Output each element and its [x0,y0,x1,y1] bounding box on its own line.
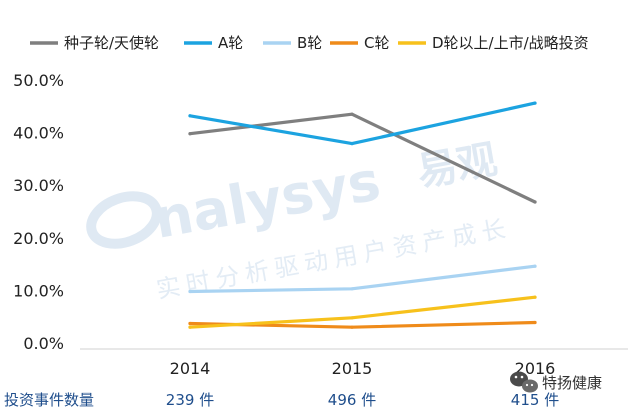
series-lines [188,101,537,329]
badge: 特扬健康 [510,371,602,393]
legend-label: D轮以上/上市/战略投资 [432,34,589,52]
data-point [188,114,192,118]
data-point [350,112,354,116]
legend-label: A轮 [218,34,243,52]
legend-label: B轮 [297,34,322,52]
data-point [533,320,537,325]
x-tick-label: 2015 [332,359,373,378]
counts-row-label: 投资事件数量 [4,391,94,409]
wechat-icon [510,371,538,393]
data-point [533,200,537,204]
data-point [533,295,537,299]
legend-label: 种子轮/天使轮 [64,34,159,52]
data-point [188,325,192,329]
legend-label: C轮 [364,34,389,52]
data-point [350,142,354,146]
data-point [350,325,354,329]
legend: 种子轮/天使轮 A轮 B轮 C轮 D轮以上/上市/战略投资 [30,34,589,52]
y-tick-label: 0.0% [23,334,64,353]
x-axis-ticks: 2014 2015 2016 [170,359,556,378]
data-point [533,264,537,268]
data-point [188,289,192,294]
watermark-logo-icon [86,191,162,249]
data-point [350,316,354,320]
data-point [533,101,537,105]
y-tick-label: 10.0% [13,281,64,300]
count-value: 239 件 [166,391,214,409]
y-tick-label: 40.0% [13,124,64,143]
y-tick-label: 30.0% [13,176,64,195]
x-tick-label: 2014 [170,359,211,378]
data-point [188,132,192,136]
counts-row: 投资事件数量 239 件 496 件 415 件 [4,391,559,409]
y-axis-ticks: 50.0% 40.0% 30.0% 20.0% 10.0% 0.0% [13,71,64,353]
count-value: 415 件 [511,391,559,409]
badge-text: 特扬健康 [542,374,602,392]
watermark-brand: nalysys [149,149,385,251]
y-tick-label: 20.0% [13,229,64,248]
data-point [188,321,192,326]
count-value: 496 件 [328,391,376,409]
data-point [350,287,354,291]
y-tick-label: 50.0% [13,71,64,90]
x-tick-label: 2016 [515,359,556,378]
